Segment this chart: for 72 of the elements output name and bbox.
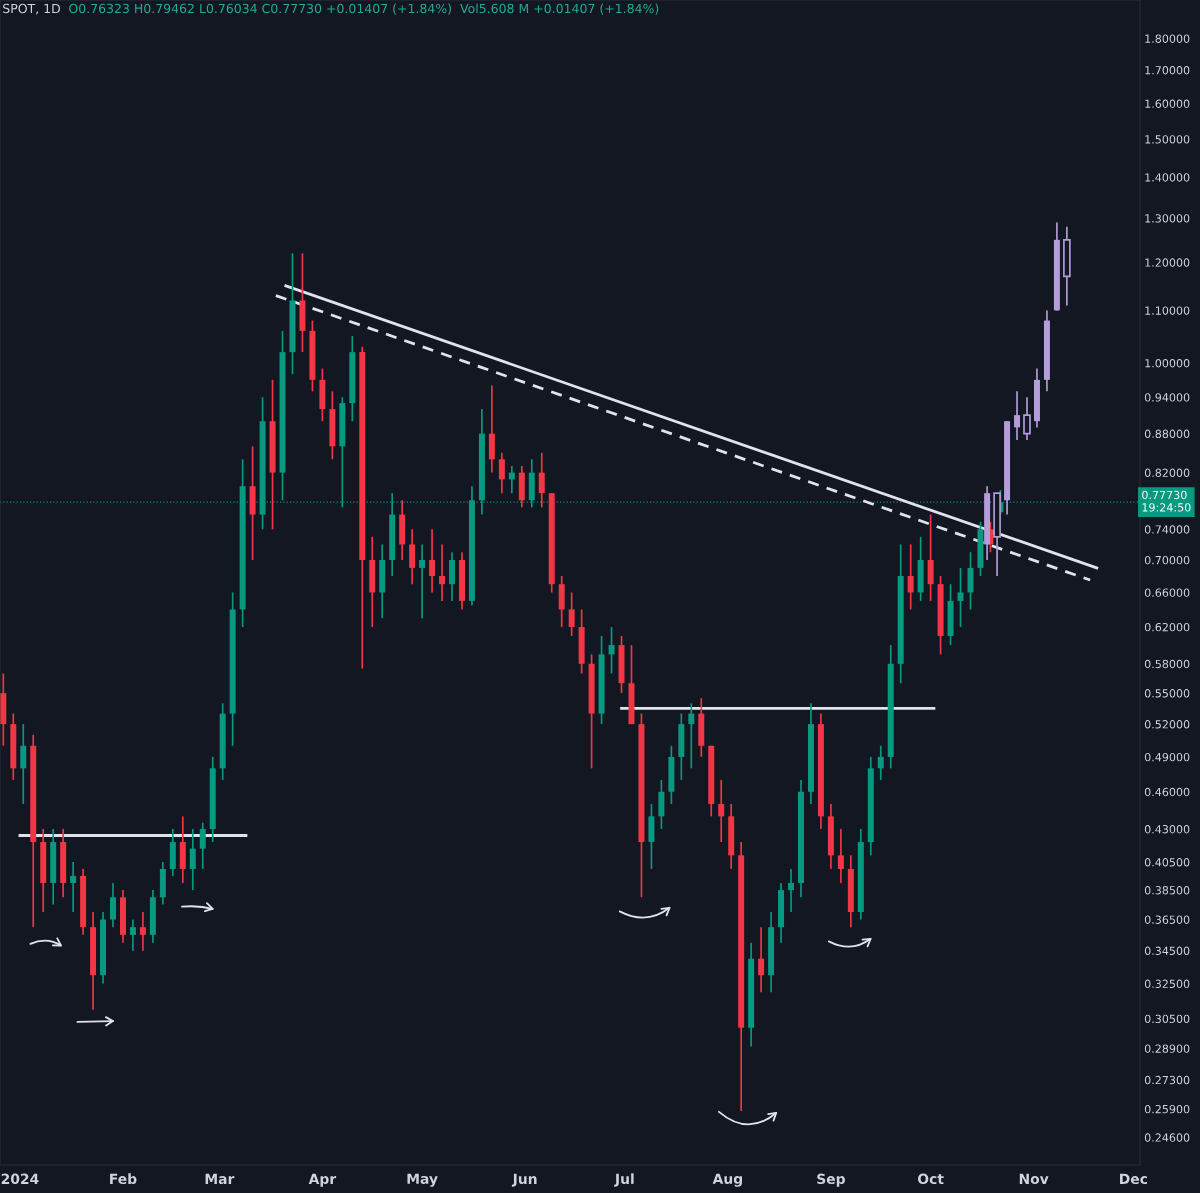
candlestick: [907, 543, 914, 611]
y-tick-label: 0.28900: [1144, 1044, 1190, 1053]
x-tick-label: Jul: [614, 1173, 634, 1187]
y-tick-label: 0.24600: [1144, 1133, 1190, 1142]
candlestick: [758, 926, 765, 994]
y-tick-label: 0.88000: [1144, 429, 1190, 439]
x-tick-label: Dec: [1120, 1173, 1148, 1185]
y-tick-label: 0.52000: [1144, 720, 1190, 729]
candlestick: [1014, 390, 1021, 441]
y-tick-label: 0.46000: [1144, 787, 1190, 797]
candlestick: [20, 723, 27, 805]
candlestick: [189, 828, 196, 891]
y-tick-label: 0.40500: [1144, 858, 1190, 867]
candlestick: [957, 567, 964, 628]
x-tick-label: Oct: [917, 1173, 944, 1185]
y-tick-label: 1.50000: [1145, 135, 1190, 144]
candlestick: [419, 543, 426, 619]
candlestick: [70, 861, 77, 913]
y-tick-label: 1.30000: [1145, 214, 1190, 223]
y-tick-label: 0.34500: [1144, 946, 1190, 956]
candlestick: [409, 528, 416, 586]
y-tick-label: 0.49000: [1144, 752, 1190, 762]
chart-title: SPOT, 1D: [3, 3, 61, 15]
candlestick: [139, 911, 146, 952]
y-tick-label: 0.82000: [1144, 468, 1190, 477]
candlestick: [688, 702, 695, 770]
candlestick: [568, 591, 575, 637]
y-tick-label: 0.58000: [1144, 659, 1190, 669]
y-tick-label: 0.36500: [1144, 915, 1190, 924]
x-tick-label: Sep: [817, 1173, 845, 1187]
x-tick-label: Aug: [712, 1173, 742, 1187]
candlestick: [110, 882, 116, 928]
candlestick: [129, 918, 136, 952]
y-tick-label: 1.60000: [1145, 99, 1190, 108]
y-tick-label: 0.55000: [1144, 689, 1190, 698]
x-tick-label: Jun: [511, 1173, 537, 1187]
y-tick-label: 0.70000: [1144, 555, 1190, 565]
candlestick: [538, 451, 545, 509]
y-tick-label: 1.10000: [1145, 306, 1190, 315]
candlestick: [498, 451, 505, 495]
y-tick-label: 0.30500: [1144, 1014, 1190, 1024]
y-tick-label: 0.25900: [1144, 1104, 1190, 1114]
y-tick-label: 0.62000: [1144, 622, 1190, 632]
y-tick-label: 1.80000: [1145, 34, 1190, 43]
x-tick-label: May: [407, 1173, 438, 1187]
candlestick: [1023, 396, 1031, 441]
y-tick-label: 0.27300: [1144, 1075, 1190, 1085]
ref-line-label: 0.77730 19:24:50: [1142, 490, 1191, 512]
candlestick: [718, 779, 725, 843]
y-tick-label: 0.32500: [1144, 979, 1190, 988]
y-tick-label: 0.74000: [1144, 525, 1190, 534]
x-tick-label: Apr: [308, 1173, 337, 1187]
y-tick-label: 1.20000: [1145, 258, 1190, 267]
candlestick: [429, 528, 436, 594]
candlestick: [788, 868, 795, 913]
annotation: O0.76323 H0.79462 L0.76034 C0.77730 +0.01407 (+1.84%) Vol5.608 M +0.01407 (+1.84%): [69, 3, 659, 15]
y-tick-label: 1.00000: [1145, 359, 1190, 368]
y-tick-label: 0.66000: [1144, 588, 1190, 597]
candlestick: [439, 543, 446, 602]
y-tick-label: 1.40000: [1145, 173, 1190, 182]
x-tick-label: Mar: [205, 1173, 235, 1185]
candlestick: [837, 828, 844, 884]
x-tick-label: Nov: [1019, 1173, 1049, 1185]
y-tick-label: 0.38500: [1144, 886, 1190, 895]
candlestick: [877, 744, 884, 781]
candlestick: [608, 626, 615, 675]
x-tick-label: 2024: [1, 1173, 39, 1185]
x-tick-label: Feb: [110, 1173, 137, 1185]
candlestick: [199, 821, 206, 870]
y-tick-label: 1.70000: [1145, 66, 1190, 75]
y-tick-label: 0.94000: [1144, 393, 1190, 402]
y-tick-label: 0.43000: [1144, 825, 1190, 834]
